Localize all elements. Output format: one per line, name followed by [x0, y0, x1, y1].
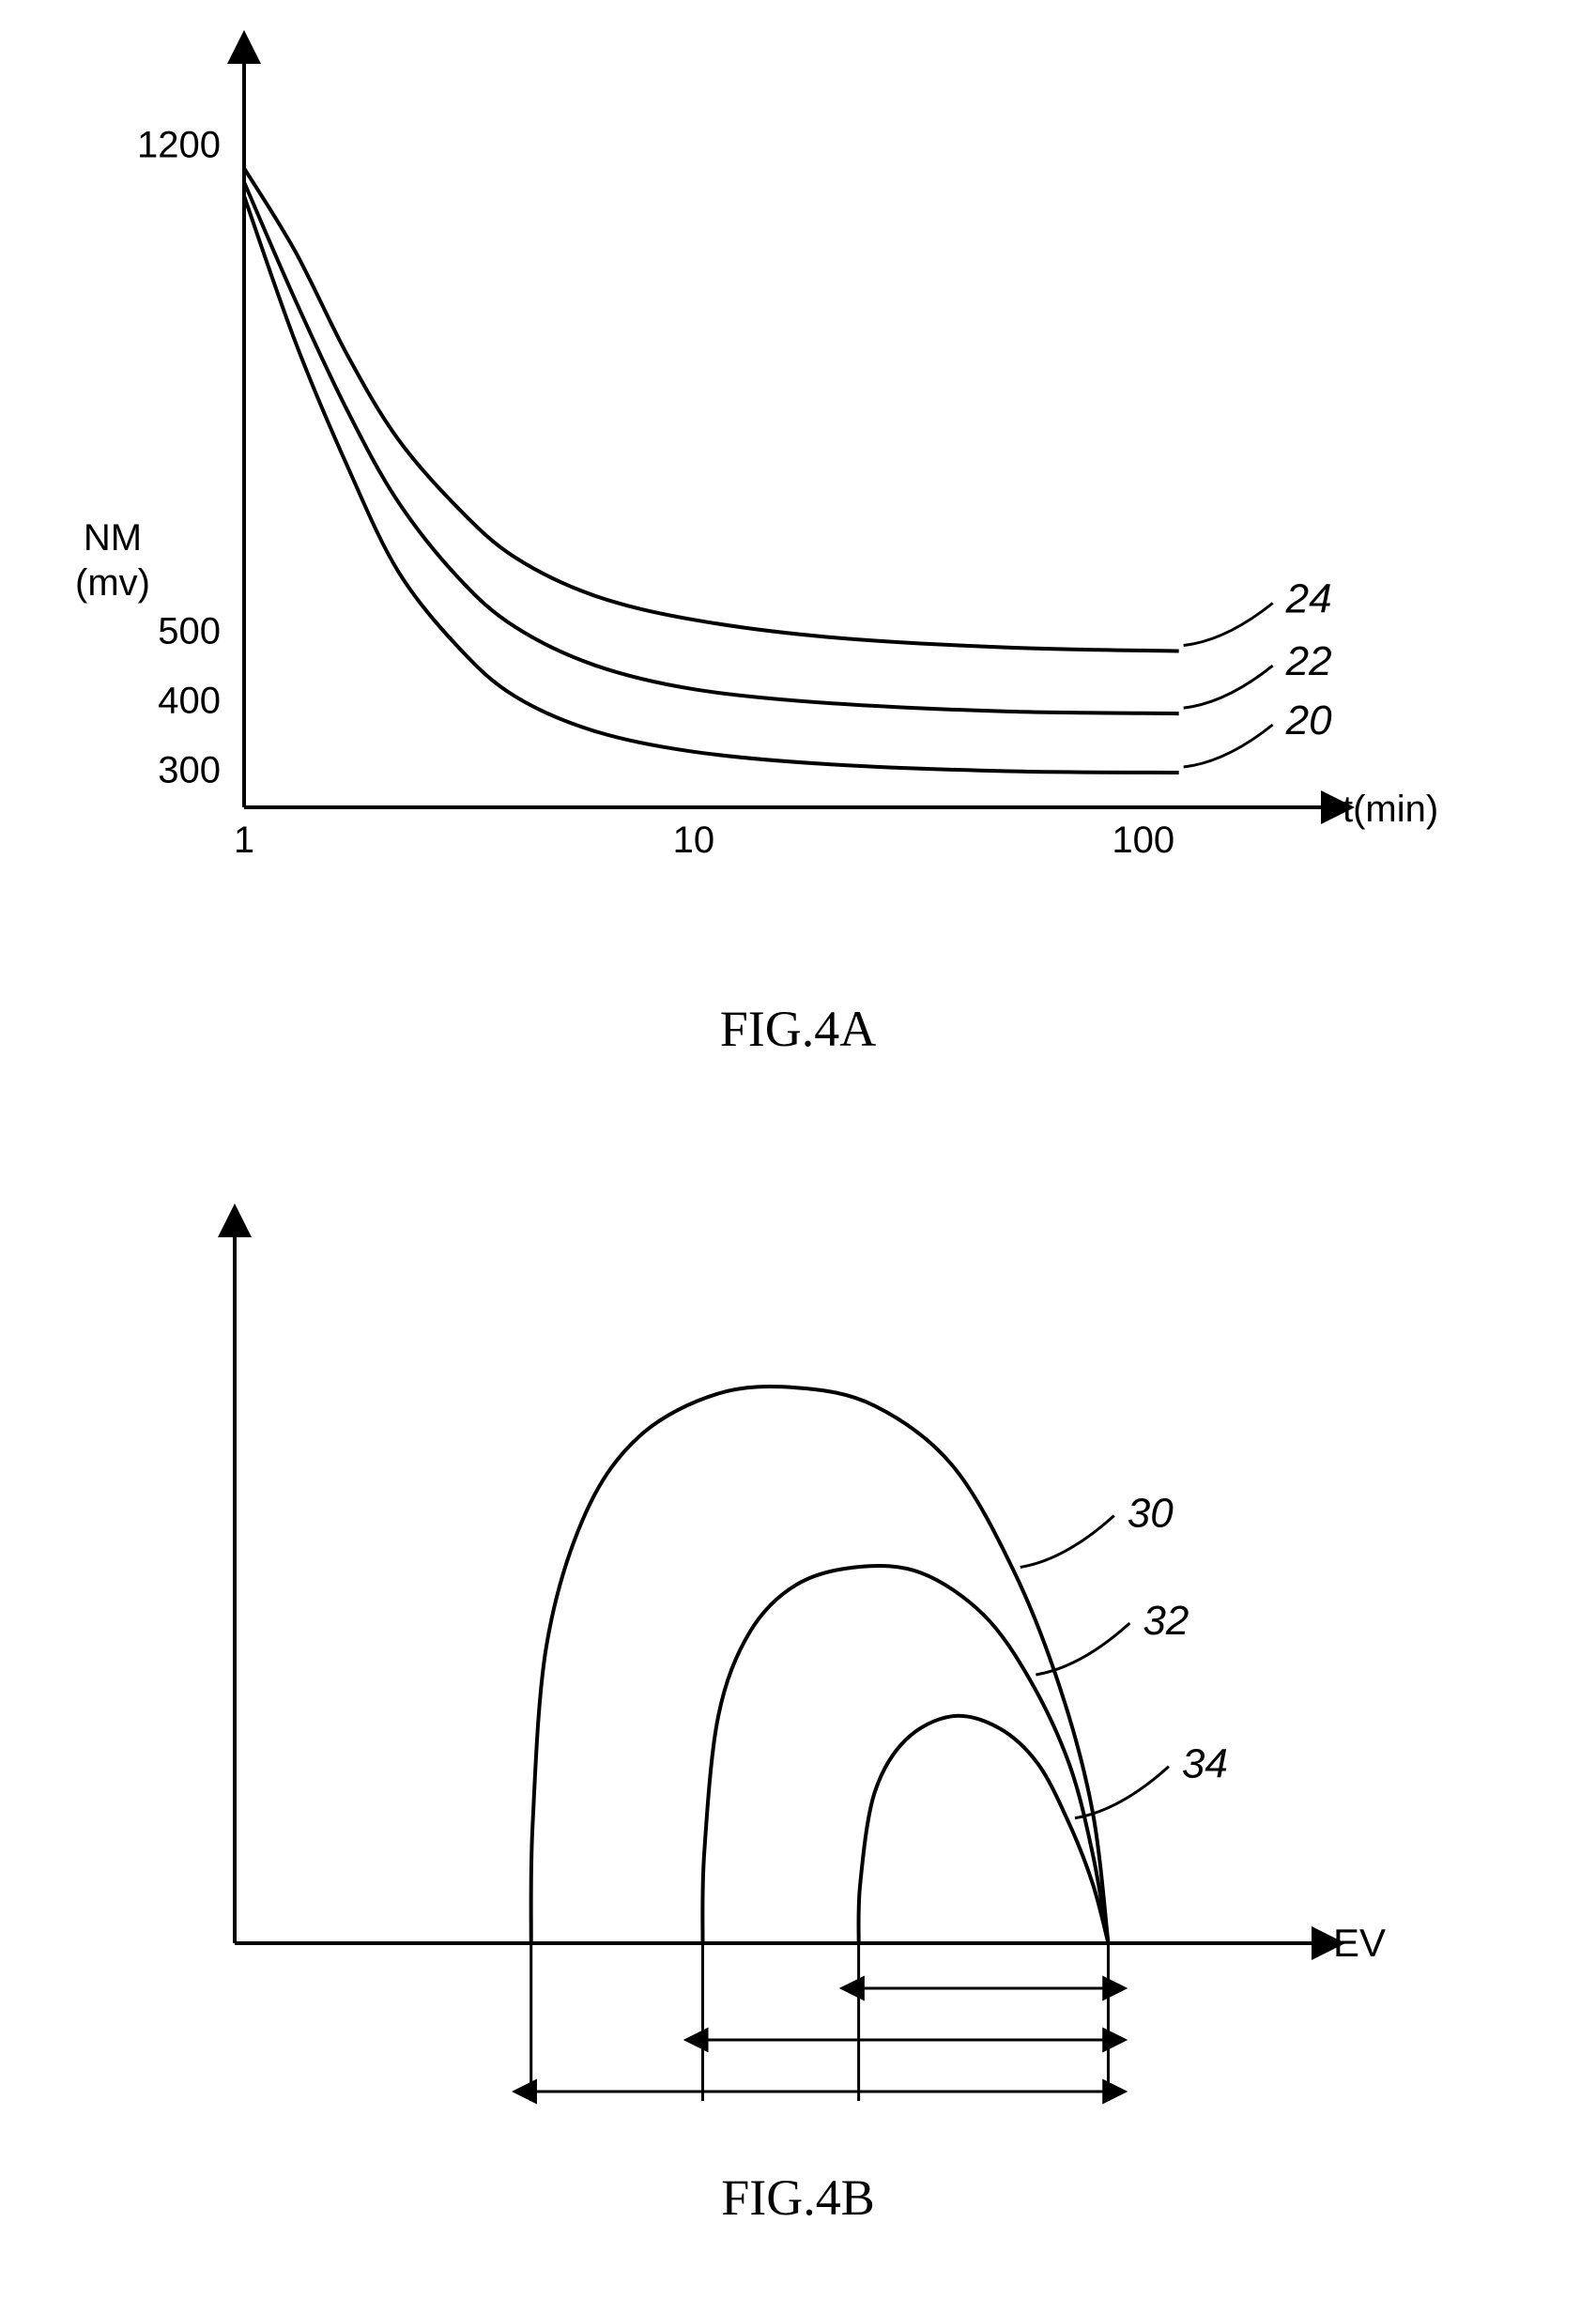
- fig4a-ytick-0: 300: [158, 750, 221, 791]
- fig4a-leader-20: [1184, 725, 1273, 767]
- fig4a-ytick-1: 400: [158, 681, 221, 722]
- fig4a-curve-24: [244, 168, 1179, 651]
- fig4a-xtick-1: 10: [673, 820, 715, 861]
- fig4b-curve-34: [859, 1716, 1109, 1943]
- fig4a-xtick-0: 1: [234, 820, 254, 861]
- fig4a-y-label-line1: NM: [84, 517, 142, 559]
- fig4a-series-label-22: 22: [1285, 638, 1332, 684]
- fig4a-series-label-24: 24: [1285, 576, 1332, 622]
- fig-4b-svg: EV 30 32 34: [0, 1173, 1596, 2169]
- fig-4a-svg: 300 400 500 1200 1 10 100 NM (mv) t(min)…: [0, 0, 1596, 939]
- fig4b-series-label-30: 30: [1128, 1490, 1174, 1536]
- fig4a-caption: FIG.4A: [0, 1000, 1596, 1058]
- fig4a-x-label: t(min): [1343, 789, 1438, 830]
- fig4a-y-label-line2: (mv): [75, 562, 150, 604]
- fig4b-caption: FIG.4B: [0, 2169, 1596, 2227]
- fig4b-curve-32: [702, 1566, 1108, 1943]
- fig4a-xtick-2: 100: [1112, 820, 1174, 861]
- fig4b-leader-32: [1036, 1623, 1129, 1675]
- fig4a-curve-20: [244, 196, 1179, 773]
- fig4a-ytick-2: 500: [158, 611, 221, 652]
- fig4a-ytick-3: 1200: [137, 125, 221, 166]
- fig4b-range-arrows: [531, 1943, 1109, 2101]
- fig4a-series-label-20: 20: [1285, 697, 1332, 743]
- fig4a-leader-24: [1184, 604, 1273, 646]
- fig4b-leader-30: [1021, 1515, 1114, 1567]
- fig4a-curve-22: [244, 182, 1179, 713]
- fig4a-leader-22: [1184, 666, 1273, 708]
- fig4b-series-label-32: 32: [1143, 1598, 1189, 1644]
- fig4b-series-label-34: 34: [1182, 1741, 1228, 1787]
- fig4b-x-label: EV: [1333, 1921, 1386, 1965]
- page-root: 300 400 500 1200 1 10 100 NM (mv) t(min)…: [0, 0, 1596, 2299]
